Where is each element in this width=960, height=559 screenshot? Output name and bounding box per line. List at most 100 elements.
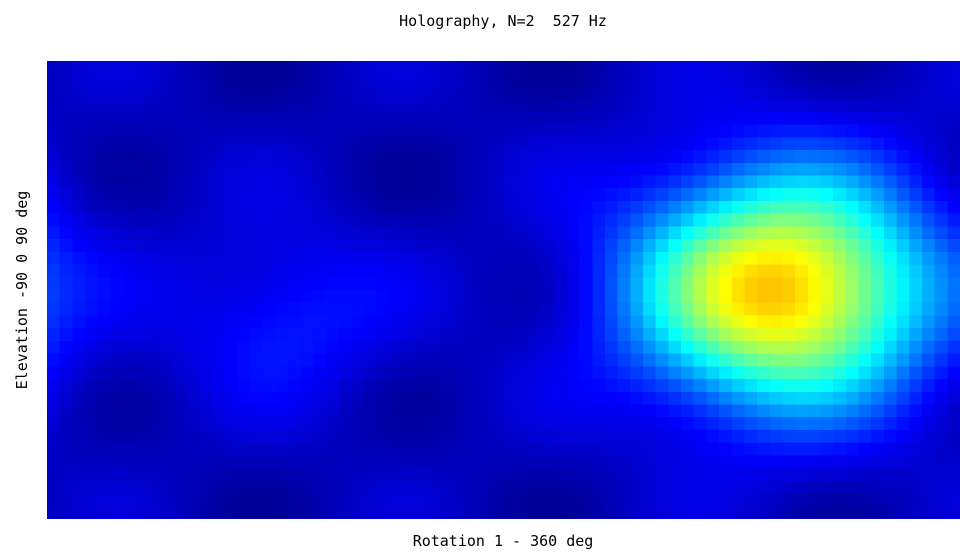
heatmap-cell bbox=[427, 200, 441, 215]
heatmap-cell bbox=[452, 150, 467, 164]
heatmap-cell bbox=[883, 493, 898, 507]
heatmap-cell bbox=[237, 277, 251, 291]
heatmap-cell bbox=[516, 455, 530, 469]
heatmap-cell bbox=[478, 175, 492, 189]
heatmap-cell bbox=[148, 315, 162, 329]
heatmap-cell bbox=[604, 353, 619, 367]
heatmap-cell bbox=[173, 226, 188, 240]
heatmap-cell bbox=[871, 99, 885, 113]
heatmap-cell bbox=[820, 239, 834, 253]
heatmap-cell bbox=[224, 404, 238, 418]
heatmap-cell bbox=[757, 264, 771, 278]
heatmap-cell bbox=[807, 480, 822, 495]
heatmap-cell bbox=[351, 302, 365, 317]
heatmap-cell bbox=[135, 480, 150, 495]
heatmap-cell bbox=[744, 493, 758, 507]
heatmap-cell bbox=[414, 277, 429, 291]
heatmap-cell bbox=[351, 188, 365, 202]
heatmap-cell bbox=[275, 366, 289, 380]
heatmap-cell bbox=[161, 111, 175, 126]
heatmap-cell bbox=[72, 290, 86, 304]
heatmap-cell bbox=[97, 264, 111, 278]
heatmap-cell bbox=[541, 506, 555, 519]
heatmap-cell bbox=[135, 302, 150, 317]
heatmap-cell bbox=[617, 404, 631, 418]
heatmap-cell bbox=[338, 200, 352, 215]
heatmap-cell bbox=[313, 175, 327, 189]
heatmap-cell bbox=[706, 264, 720, 278]
heatmap-cell bbox=[287, 239, 302, 253]
heatmap-cell bbox=[744, 290, 758, 304]
heatmap-cell bbox=[592, 480, 606, 495]
heatmap-cell bbox=[186, 480, 200, 495]
heatmap-cell bbox=[465, 213, 479, 227]
heatmap-cell bbox=[249, 200, 264, 215]
heatmap-cell bbox=[287, 213, 302, 227]
heatmap-cell bbox=[845, 417, 860, 431]
heatmap-cell bbox=[744, 353, 758, 367]
heatmap-cell bbox=[186, 302, 200, 317]
heatmap-cell bbox=[389, 162, 403, 177]
heatmap-cell bbox=[72, 480, 86, 495]
heatmap-cell bbox=[566, 366, 581, 380]
heatmap-cell bbox=[325, 239, 340, 253]
heatmap-cell bbox=[617, 213, 631, 227]
heatmap-cell bbox=[858, 111, 872, 126]
heatmap-cell bbox=[731, 162, 746, 177]
heatmap-cell bbox=[85, 200, 99, 215]
heatmap-cell bbox=[490, 277, 505, 291]
heatmap-cell bbox=[287, 124, 302, 138]
heatmap-cell bbox=[452, 175, 467, 189]
heatmap-cell bbox=[262, 213, 276, 227]
heatmap-cell bbox=[693, 137, 707, 151]
heatmap-cell bbox=[427, 506, 441, 519]
heatmap-cell bbox=[351, 480, 365, 495]
heatmap-cell bbox=[173, 290, 188, 304]
heatmap-cell bbox=[782, 391, 796, 406]
heatmap-cell bbox=[325, 111, 340, 126]
heatmap-cell bbox=[845, 442, 860, 456]
heatmap-cell bbox=[97, 302, 111, 317]
heatmap-cell bbox=[72, 86, 86, 100]
heatmap-cell bbox=[490, 251, 505, 266]
heatmap-cell bbox=[47, 404, 61, 418]
heatmap-cell bbox=[313, 391, 327, 406]
heatmap-cell bbox=[883, 200, 898, 215]
heatmap-cell bbox=[503, 340, 517, 355]
heatmap-cell bbox=[719, 429, 733, 444]
heatmap-cell bbox=[833, 124, 847, 138]
heatmap-cell bbox=[402, 328, 416, 342]
heatmap-cell bbox=[199, 239, 213, 253]
heatmap-cell bbox=[566, 404, 581, 418]
heatmap-cell bbox=[224, 429, 238, 444]
heatmap-cell bbox=[199, 429, 213, 444]
heatmap-cell bbox=[528, 124, 543, 138]
heatmap-cell bbox=[275, 340, 289, 355]
heatmap-cell bbox=[237, 442, 251, 456]
heatmap-cell bbox=[757, 111, 771, 126]
heatmap-cell bbox=[833, 391, 847, 406]
heatmap-cell bbox=[731, 86, 746, 100]
heatmap-cell bbox=[325, 150, 340, 164]
heatmap-cell bbox=[338, 290, 352, 304]
heatmap-cell bbox=[199, 99, 213, 113]
heatmap-cell bbox=[668, 150, 682, 164]
heatmap-cell bbox=[592, 429, 606, 444]
heatmap-cell bbox=[807, 226, 822, 240]
heatmap-cell bbox=[440, 124, 454, 138]
heatmap-cell bbox=[465, 379, 479, 393]
heatmap-cell bbox=[313, 366, 327, 380]
heatmap-cell bbox=[795, 302, 809, 317]
heatmap-cell bbox=[376, 61, 390, 75]
heatmap-cell bbox=[490, 61, 505, 75]
heatmap-cell bbox=[325, 404, 340, 418]
heatmap-cell bbox=[655, 213, 669, 227]
heatmap-cell bbox=[110, 379, 124, 393]
heatmap-cell bbox=[59, 277, 73, 291]
heatmap-cell bbox=[364, 150, 378, 164]
heatmap-cell bbox=[896, 111, 910, 126]
heatmap-cell bbox=[287, 150, 302, 164]
heatmap-cell bbox=[934, 137, 948, 151]
heatmap-cell bbox=[731, 315, 746, 329]
heatmap-cell bbox=[376, 366, 390, 380]
